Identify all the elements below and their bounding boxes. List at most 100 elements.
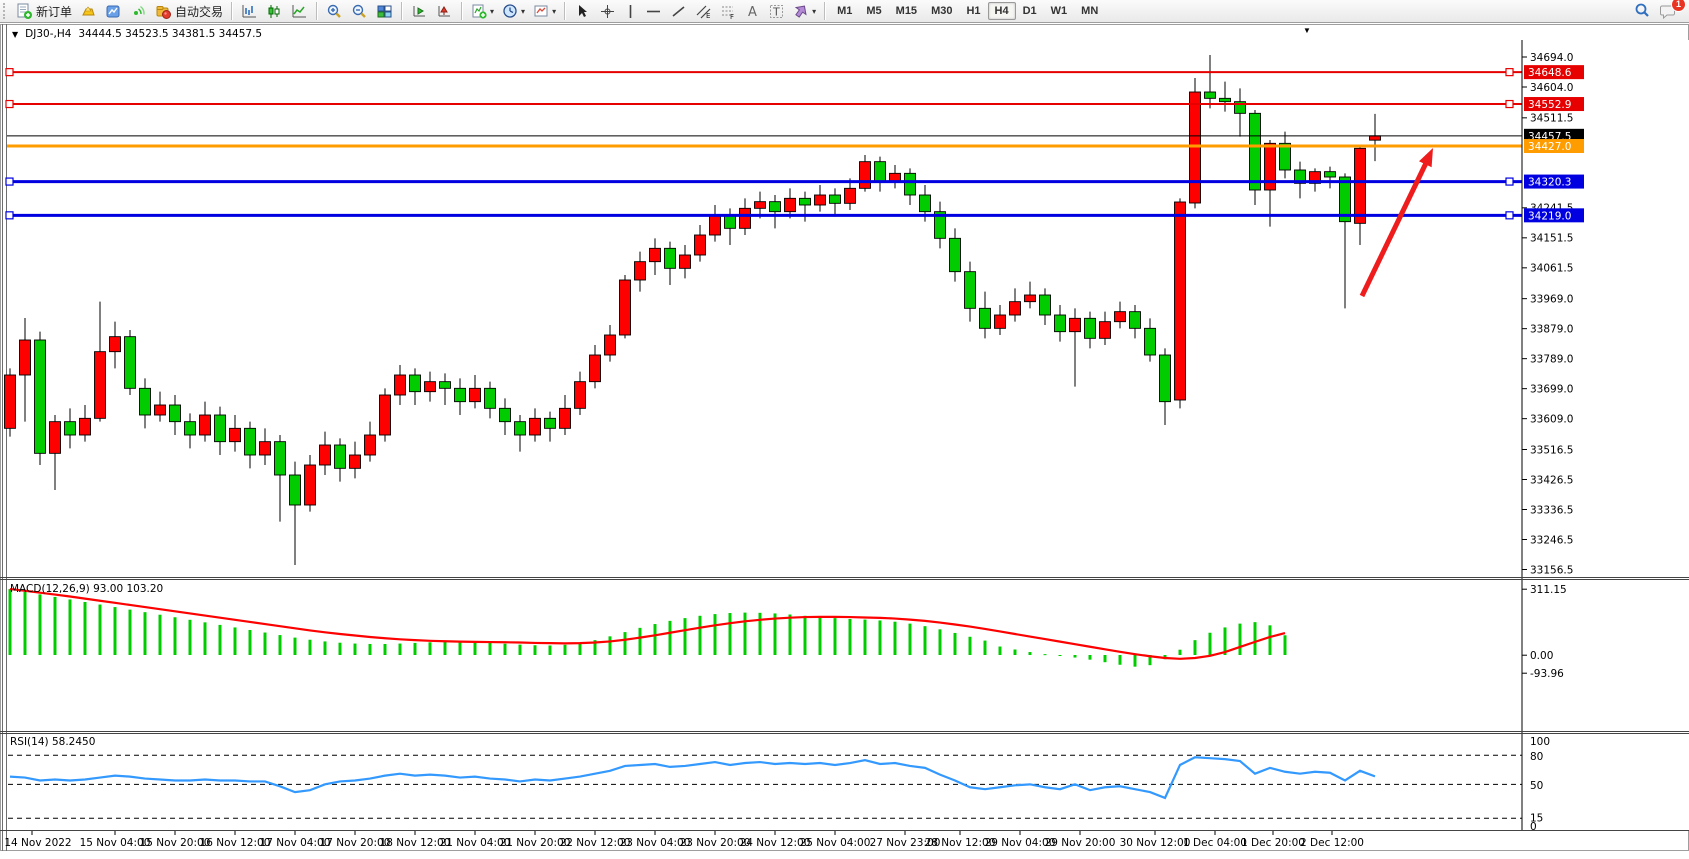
macd-histogram-bar [638,627,642,655]
symbol-dropdown-icon[interactable]: ▼ [12,29,19,39]
tile-windows-button[interactable] [372,0,397,22]
shapes-button[interactable]: ▾ [789,0,820,22]
candle-down [34,339,46,454]
notifications-button[interactable]: 1 [1655,0,1686,22]
timeframe-m15-button[interactable]: M15 [895,5,918,17]
chart-shift-button[interactable] [407,0,432,22]
candle-up [604,334,616,356]
candle-up [709,214,721,236]
macd-histogram-bar [668,620,672,655]
vertical-line-button[interactable] [620,0,641,22]
price-tick-label: 33609.0 [1530,413,1573,425]
time-tick-label: 24 Nov 12:00 [740,837,811,849]
macd-histogram-bar [608,636,612,655]
timeframe-m1-button[interactable]: M1 [837,5,853,17]
signal-button[interactable] [126,0,151,22]
candle-up [49,421,61,454]
candle-down [1054,314,1066,333]
autotrading-button[interactable]: 自动交易 [151,0,227,22]
macd-histogram-bar [713,614,717,655]
line-anchor[interactable] [5,68,14,77]
profile-chart-button[interactable] [101,0,126,22]
auto-scroll-button[interactable] [432,0,457,22]
chart-scroll-marker-icon: ▼ [1303,26,1311,35]
candle-up [559,407,571,429]
timeframe-w1-button[interactable]: W1 [1050,5,1068,17]
chart-plot-area[interactable]: 34694.034604.034511.534241.534151.534061… [0,24,1689,859]
timeframe-m5-button[interactable]: M5 [866,5,882,17]
price-tick-label: 33789.0 [1530,353,1573,365]
line-anchor[interactable] [5,211,14,220]
line-anchor[interactable] [1505,177,1514,186]
equidistant-channel-button[interactable]: E [691,0,716,22]
autotrading-icon [155,3,172,20]
indicators-button[interactable]: ▾ [467,0,498,22]
time-tick-label: 1 Dec 04:00 [1183,837,1247,849]
macd-histogram-bar [773,613,777,655]
macd-histogram-bar [1193,640,1197,655]
cursor-button[interactable] [570,0,595,22]
notification-badge: 1 [1671,0,1686,12]
macd-histogram-bar [623,632,627,655]
macd-histogram-bar [803,615,807,655]
candle-down [184,421,196,436]
rsi-axis-label: 15 [1530,813,1543,825]
rsi-indicator-label: RSI(14) 58.2450 [10,736,95,748]
macd-histogram-bar [488,642,492,655]
price-tick-label: 34604.0 [1530,82,1573,94]
timeframe-h1-button[interactable]: H1 [966,5,981,17]
zoom-in-button[interactable] [322,0,347,22]
line-anchor[interactable] [5,177,14,186]
line-chart-button[interactable] [287,0,312,22]
trendline-button[interactable] [666,0,691,22]
timeframe-mn-button[interactable]: MN [1081,5,1099,17]
text-icon: A [745,3,760,20]
line-anchor[interactable] [1505,99,1514,109]
gold-ingot-button[interactable] [76,0,101,22]
text-label-button[interactable]: T [764,0,789,22]
templates-button[interactable]: ▾ [529,0,560,22]
candle-up [19,339,31,376]
time-tick-label: 22 Nov 12:00 [560,837,631,849]
chevron-down-icon: ▾ [521,6,526,16]
candle-up [589,354,601,383]
line-anchor[interactable] [5,99,14,109]
text-label-icon: T [768,3,785,20]
candle-up [1114,311,1126,323]
macd-histogram-bar [728,613,732,655]
periods-button[interactable]: ▾ [498,0,529,22]
price-tag: 34648.6 [1524,65,1584,80]
candle-down [244,427,256,456]
candle-down [769,201,781,213]
candle-down [484,387,496,409]
annotation-arrow[interactable] [1359,148,1433,298]
chart-window[interactable]: ▼ DJ30-,H4 34444.5 34523.5 34381.5 34457… [0,24,1689,859]
new-order-button[interactable]: 新订单 [12,0,76,22]
macd-histogram-bar [413,642,417,655]
candle-up [394,374,406,396]
line-anchor[interactable] [1505,68,1514,77]
timeframe-h4-button[interactable]: H4 [987,2,1016,20]
bar-chart-button[interactable] [237,0,262,22]
crosshair-button[interactable] [595,0,620,22]
line-anchor[interactable] [1505,211,1514,220]
macd-histogram-bar [1223,627,1227,655]
candle-down [274,441,286,476]
text-button[interactable]: A [741,0,764,22]
timeframe-m30-button[interactable]: M30 [931,5,953,17]
zoom-out-button[interactable] [347,0,372,22]
timeframe-d1-button[interactable]: D1 [1022,5,1037,17]
candlestick-chart-button[interactable] [262,0,287,22]
macd-histogram-bar [158,614,162,655]
candle-down [1219,97,1231,103]
price-tick-label: 34694.0 [1530,52,1573,64]
candlestick-chart-icon [266,3,283,20]
fibonacci-button[interactable]: F [716,0,741,22]
candle-down [64,421,76,436]
macd-histogram-bar [593,640,597,655]
horizontal-line-button[interactable] [641,0,666,22]
toolbar: 新订单 自动交易 [0,0,1689,23]
search-button[interactable] [1629,0,1655,22]
toolbar-grip[interactable] [3,3,9,19]
